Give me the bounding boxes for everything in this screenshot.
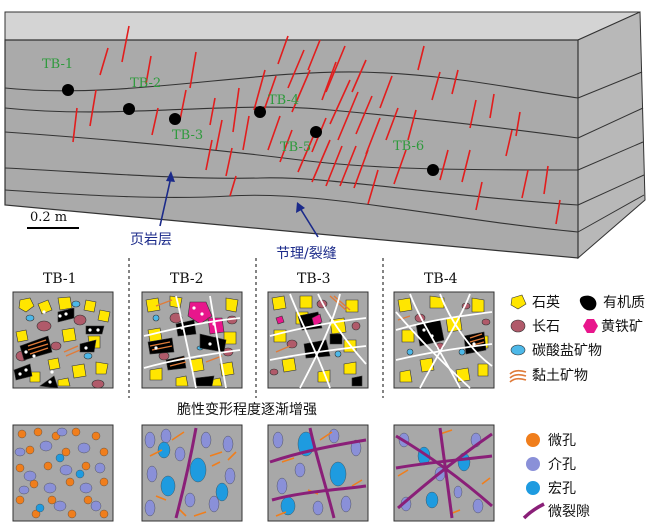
block-right-face xyxy=(577,11,646,260)
organic-matter-icon xyxy=(579,295,597,311)
sample-label-tb2: TB-2 xyxy=(130,76,161,91)
sample-point-tb4 xyxy=(254,106,266,118)
pore-panel-tb3 xyxy=(267,424,369,522)
panel-separators xyxy=(128,258,384,398)
block-top-face xyxy=(4,11,641,41)
sample-label-tb3: TB-3 xyxy=(172,128,203,143)
sample-label-tb6: TB-6 xyxy=(393,139,424,154)
pyrite-icon xyxy=(583,319,598,333)
legend-label-macropore: 宏孔 xyxy=(548,481,576,497)
deformation-caption: 脆性变形程度逐渐增强 xyxy=(177,401,317,418)
bedding-lines xyxy=(4,71,579,233)
block-front-face xyxy=(4,39,579,259)
legend-label-organic-matter: 有机质 xyxy=(603,295,645,311)
clay-icon xyxy=(509,369,527,383)
bedding-annotation: 页岩层 xyxy=(130,171,175,248)
sample-points xyxy=(62,84,439,176)
panel-heading-tb3: TB-3 xyxy=(297,271,331,287)
panel-heading-tb1: TB-1 xyxy=(43,271,77,287)
sample-point-tb5 xyxy=(310,126,322,138)
feldspar-icon xyxy=(510,319,526,333)
scale-bar: 0.2 m xyxy=(27,210,79,229)
mineral-panel-tb1 xyxy=(12,291,114,389)
legend-label-mesopore: 介孔 xyxy=(548,457,576,473)
microfracture-icon xyxy=(522,502,545,520)
sample-label-tb5: TB-5 xyxy=(280,140,311,155)
mineral-panel-tb3 xyxy=(267,291,369,389)
sample-point-tb6 xyxy=(427,164,439,176)
macropore-icon xyxy=(526,481,540,495)
legend-label-quartz: 石英 xyxy=(532,294,560,311)
sample-point-tb1 xyxy=(62,84,74,96)
micropore-icon xyxy=(526,433,540,447)
legend-label-feldspar: 长石 xyxy=(532,319,560,335)
scale-label: 0.2 m xyxy=(30,210,67,225)
legend-label-micropore: 微孔 xyxy=(548,433,576,449)
mineral-legend: 石英 有机质 长石 黄铁矿 碳酸盐矿物 黏土矿物 xyxy=(509,294,645,384)
sample-label-tb1: TB-1 xyxy=(42,57,73,72)
panel-heading-tb2: TB-2 xyxy=(170,271,204,287)
sample-labels: TB-1 TB-2 TB-3 TB-4 TB-5 TB-6 xyxy=(42,57,424,155)
panel-heading-tb4: TB-4 xyxy=(424,271,458,287)
mineral-panel-tb2 xyxy=(141,291,243,389)
carbonate-icon xyxy=(510,344,526,356)
legend-label-pyrite: 黄铁矿 xyxy=(601,318,643,335)
pore-panel-tb1 xyxy=(12,424,114,522)
fracture-annotation: 节理/裂缝 xyxy=(276,202,337,262)
pore-legend: 微孔 介孔 宏孔 微裂隙 xyxy=(522,433,590,520)
pore-panel-tb4 xyxy=(393,424,495,522)
legend-label-carbonate: 碳酸盐矿物 xyxy=(532,343,602,359)
mineral-panel-tb4 xyxy=(393,291,495,389)
shale-block: TB-1 TB-2 TB-3 TB-4 TB-5 TB-6 xyxy=(4,11,646,260)
quartz-icon xyxy=(510,294,527,310)
bedding-label: 页岩层 xyxy=(130,232,172,248)
sample-point-tb3 xyxy=(169,113,181,125)
fracture-label: 节理/裂缝 xyxy=(276,246,337,262)
sample-point-tb2 xyxy=(123,103,135,115)
sample-label-tb4: TB-4 xyxy=(268,93,299,108)
pore-panel-tb2 xyxy=(141,424,243,522)
mesopore-icon xyxy=(526,457,540,471)
panel-headings: TB-1 TB-2 TB-3 TB-4 xyxy=(43,271,458,287)
legend-label-clay: 黏土矿物 xyxy=(532,368,588,384)
legend-label-microfracture: 微裂隙 xyxy=(548,504,590,520)
